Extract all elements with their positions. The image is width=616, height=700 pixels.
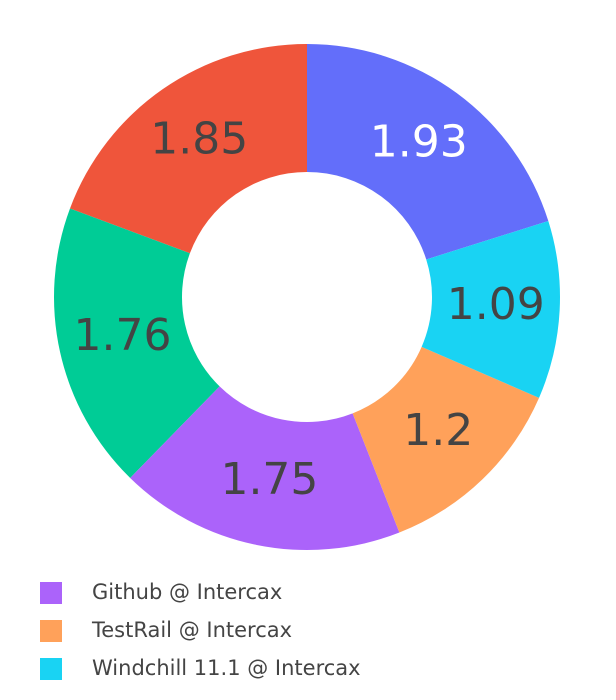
slice-label: 1.85: [150, 114, 248, 165]
slice: [54, 208, 220, 478]
slice: [421, 221, 560, 398]
legend-label: TestRail @ Intercax: [91, 618, 292, 642]
slice-label: 1.93: [370, 117, 468, 168]
slice-label: 1.2: [403, 405, 473, 456]
legend-swatch: [40, 658, 62, 680]
legend-swatch: [40, 620, 62, 642]
slice: [69, 44, 308, 254]
slice: [130, 386, 400, 551]
slice: [352, 346, 540, 533]
slice-label: 1.75: [220, 454, 318, 505]
slice-label: 1.09: [447, 279, 545, 330]
slice: [307, 44, 549, 260]
legend-label: Windchill 11.1 @ Intercax: [92, 656, 361, 680]
legend-label: Github @ Intercax: [92, 580, 282, 604]
legend-swatch: [40, 582, 62, 604]
slice-label: 1.76: [74, 310, 172, 361]
